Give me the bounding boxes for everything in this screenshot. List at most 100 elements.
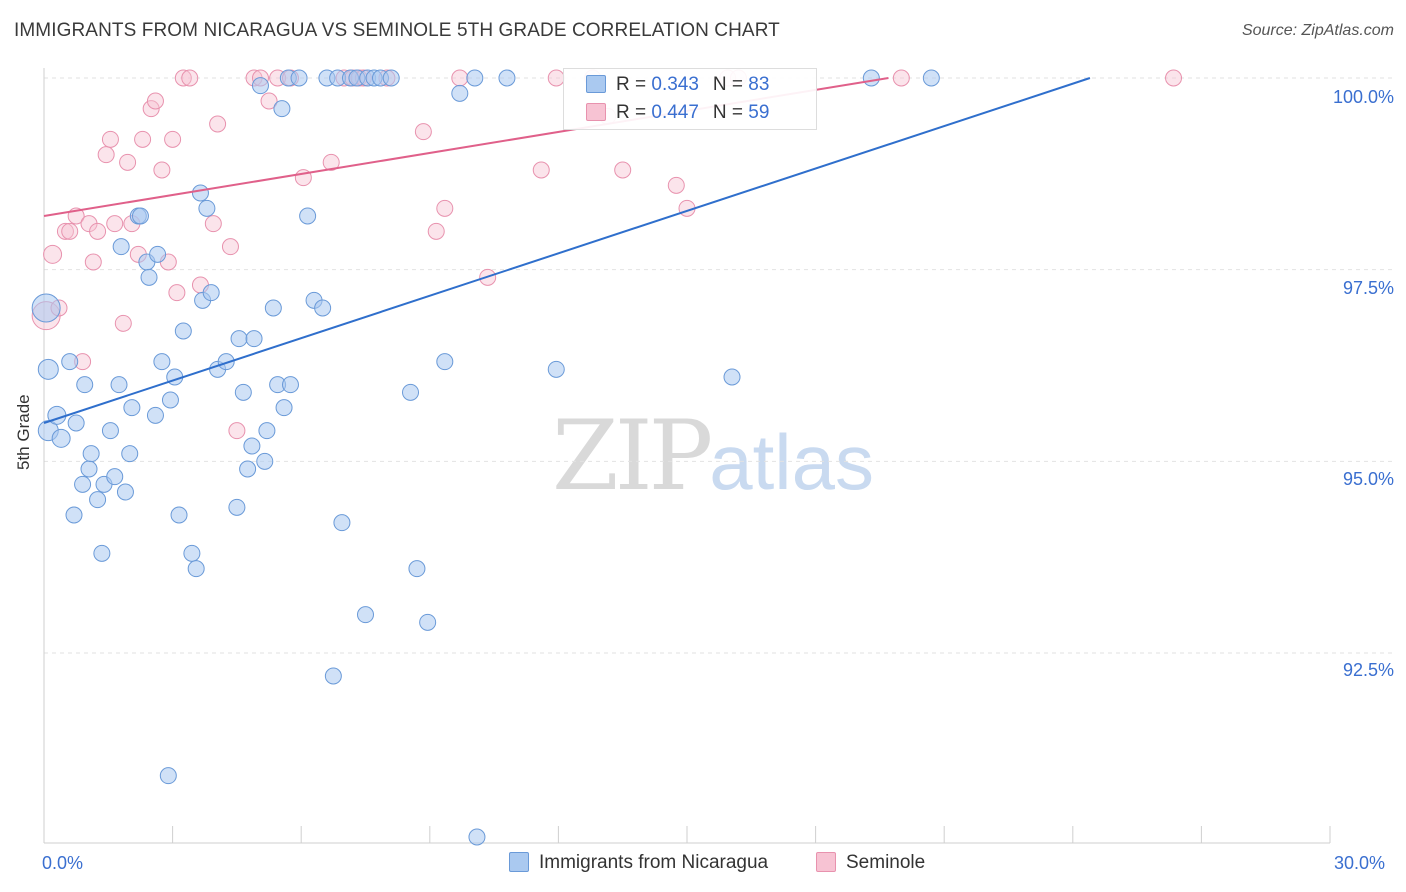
legend-item-seminole[interactable]: Seminole xyxy=(816,852,925,874)
point-nicaragua xyxy=(436,353,454,371)
point-nicaragua xyxy=(106,468,124,486)
point-nicaragua xyxy=(299,207,317,225)
point-seminole xyxy=(667,176,685,194)
point-seminole xyxy=(209,115,227,133)
point-nicaragua xyxy=(230,330,248,348)
point-nicaragua xyxy=(281,376,299,394)
r-value: 0.447 xyxy=(651,102,699,123)
y-tick-label-92-5: 92.5% xyxy=(1342,660,1394,680)
point-nicaragua xyxy=(159,767,177,785)
point-nicaragua xyxy=(93,544,111,562)
point-nicaragua xyxy=(862,69,880,87)
point-nicaragua xyxy=(123,399,141,417)
legend-row-nicaragua: R = 0.343 N = 83 xyxy=(586,74,769,100)
point-seminole xyxy=(228,422,246,440)
point-seminole xyxy=(97,146,115,164)
point-nicaragua xyxy=(314,299,332,317)
point-nicaragua xyxy=(112,238,130,256)
point-nicaragua xyxy=(402,383,420,401)
point-nicaragua xyxy=(273,100,291,118)
point-nicaragua xyxy=(131,207,149,225)
legend-item-nicaragua[interactable]: Immigrants from Nicaragua xyxy=(509,852,768,874)
point-nicaragua xyxy=(101,422,119,440)
point-nicaragua xyxy=(198,199,216,217)
n-value: 59 xyxy=(748,102,770,123)
point-nicaragua xyxy=(468,828,486,846)
chart-source: Source: ZipAtlas.com xyxy=(1241,22,1394,39)
y-tick-label-97-5: 97.5% xyxy=(1342,278,1394,298)
point-nicaragua xyxy=(333,514,351,532)
point-seminole xyxy=(174,69,192,87)
legend-label-seminole: Seminole xyxy=(846,852,926,873)
point-seminole xyxy=(204,215,222,233)
point-seminole xyxy=(106,215,124,233)
point-nicaragua xyxy=(357,606,374,624)
point-seminole xyxy=(56,222,74,240)
point-seminole xyxy=(614,161,632,179)
point-nicaragua xyxy=(324,667,342,685)
point-nicaragua xyxy=(170,506,188,524)
x-tick-label-max: 30.0% xyxy=(1334,853,1386,873)
point-seminole xyxy=(146,92,164,110)
point-seminole xyxy=(1165,69,1183,87)
watermark-zip: ZIP xyxy=(552,400,713,512)
point-seminole xyxy=(547,69,565,87)
point-seminole xyxy=(427,222,445,240)
legend-swatch-blue xyxy=(509,852,529,872)
point-nicaragua xyxy=(187,560,205,578)
point-nicaragua xyxy=(264,299,282,317)
point-nicaragua xyxy=(275,399,293,417)
point-nicaragua xyxy=(67,414,85,432)
point-seminole xyxy=(101,130,119,148)
point-seminole xyxy=(451,69,469,87)
point-nicaragua xyxy=(161,391,179,409)
trendline-nicaragua xyxy=(43,77,1091,424)
point-seminole xyxy=(892,69,910,87)
point-nicaragua xyxy=(922,69,940,87)
point-nicaragua xyxy=(382,69,400,87)
point-nicaragua xyxy=(256,452,274,470)
point-nicaragua xyxy=(140,268,158,286)
point-seminole xyxy=(436,199,454,217)
point-nicaragua xyxy=(234,383,252,401)
point-nicaragua xyxy=(65,506,83,524)
point-nicaragua xyxy=(61,353,79,371)
point-nicaragua xyxy=(82,445,100,463)
r-label: R = xyxy=(616,102,652,123)
point-seminole xyxy=(114,314,132,332)
legend-label-nicaragua: Immigrants from Nicaragua xyxy=(539,852,769,873)
point-nicaragua xyxy=(191,184,209,202)
point-nicaragua xyxy=(202,284,220,302)
point-seminole xyxy=(89,222,107,240)
point-nicaragua xyxy=(37,358,59,380)
point-nicaragua xyxy=(110,376,128,394)
point-seminole xyxy=(260,92,278,110)
point-nicaragua xyxy=(31,293,61,323)
watermark: ZIPatlas xyxy=(552,400,874,512)
point-seminole xyxy=(532,161,550,179)
x-tick-label-min: 0.0% xyxy=(42,853,84,873)
n-label: N = xyxy=(712,102,749,123)
legend-swatch-pink xyxy=(586,103,606,121)
point-nicaragua xyxy=(51,428,71,448)
n-value: 83 xyxy=(748,74,770,95)
watermark-atlas: atlas xyxy=(709,418,874,506)
point-nicaragua xyxy=(239,460,257,478)
point-nicaragua xyxy=(183,544,201,562)
legend-row-seminole: R = 0.447 N = 59 xyxy=(586,102,769,128)
y-tick-label-100: 100.0% xyxy=(1332,87,1394,107)
point-nicaragua xyxy=(217,353,235,371)
point-nicaragua xyxy=(451,84,469,102)
point-nicaragua xyxy=(547,360,565,378)
point-seminole xyxy=(153,161,171,179)
correlation-legend: R = 0.343 N = 83 R = 0.447 N = 59 xyxy=(563,68,817,130)
r-value: 0.343 xyxy=(651,74,699,95)
series-legend: Immigrants from Nicaragua Seminole xyxy=(0,852,1406,878)
point-seminole xyxy=(221,238,239,256)
point-seminole xyxy=(322,153,340,171)
legend-swatch-blue xyxy=(586,75,606,93)
point-seminole xyxy=(119,153,137,171)
point-nicaragua xyxy=(258,422,276,440)
point-nicaragua xyxy=(74,475,92,493)
